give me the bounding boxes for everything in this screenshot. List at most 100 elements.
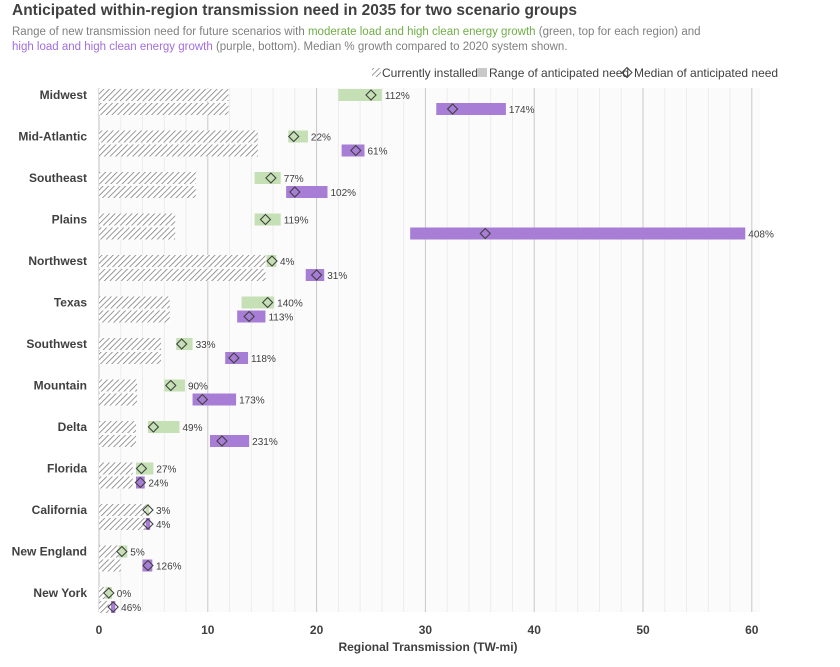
subtitle-green-phrase: moderate load and high clean energy grow… xyxy=(307,26,536,38)
purple-range-bar xyxy=(145,518,151,530)
chart-title: Anticipated within-region transmission n… xyxy=(12,2,577,19)
installed-bar xyxy=(99,130,258,143)
purple-percent-label: 31% xyxy=(327,271,347,282)
installed-bar xyxy=(99,435,136,447)
region-group: California 3% 4% xyxy=(32,503,171,531)
purple-range-bar xyxy=(305,269,325,281)
green-range-bar xyxy=(241,296,275,309)
green-median-marker xyxy=(135,462,148,475)
x-axis-title: Regional Transmission (TW-mi) xyxy=(338,640,517,654)
installed-bar xyxy=(99,462,133,475)
purple-range-bar xyxy=(110,601,116,613)
region-label: Southwest xyxy=(26,337,87,351)
purple-percent-label: 46% xyxy=(121,603,141,614)
region-label: Plains xyxy=(52,213,88,227)
installed-bar xyxy=(99,352,162,364)
purple-median-marker xyxy=(142,518,154,530)
region-group: Mountain 90% 173% xyxy=(34,379,265,407)
legend-median-label: Median of anticipated need xyxy=(634,66,778,80)
purple-percent-label: 4% xyxy=(156,520,171,531)
green-range-bar xyxy=(145,504,150,516)
plot-background xyxy=(99,88,760,612)
purple-range-bar xyxy=(135,476,145,489)
region-group: Northwest 4% 31% xyxy=(28,254,347,282)
purple-median-marker xyxy=(196,393,209,406)
purple-range-bar xyxy=(225,352,249,364)
purple-percent-label: 118% xyxy=(251,354,276,365)
legend-range-swatch xyxy=(478,68,487,77)
installed-bar xyxy=(99,310,170,323)
x-tick-label: 40 xyxy=(528,623,542,637)
green-percent-label: 22% xyxy=(311,133,331,144)
region-label: Mid-Atlantic xyxy=(18,130,87,144)
installed-bar xyxy=(99,518,146,530)
x-tick-label: 30 xyxy=(419,623,433,637)
purple-median-marker xyxy=(310,269,323,281)
legend-median-marker xyxy=(621,66,633,79)
purple-median-marker xyxy=(289,186,301,198)
purple-range-bar xyxy=(237,310,266,323)
installed-bar xyxy=(99,545,121,558)
region-label: New York xyxy=(33,586,87,600)
green-median-marker xyxy=(261,296,274,309)
region-label: Mountain xyxy=(34,379,87,393)
region-group: New England 5% 126% xyxy=(12,545,182,573)
region-label: Delta xyxy=(58,420,88,434)
grid xyxy=(98,88,760,612)
purple-median-marker xyxy=(349,144,362,157)
purple-median-marker xyxy=(228,352,240,364)
purple-percent-label: 408% xyxy=(748,230,774,241)
green-range-bar xyxy=(135,462,154,475)
purple-median-marker xyxy=(134,476,147,489)
green-percent-label: 4% xyxy=(280,257,295,268)
purple-percent-label: 174% xyxy=(509,105,535,116)
green-median-marker xyxy=(116,545,128,558)
green-percent-label: 27% xyxy=(156,465,176,476)
green-percent-label: 112% xyxy=(385,91,410,102)
region-group: Southwest 33% 118% xyxy=(26,337,276,365)
green-percent-label: 119% xyxy=(284,216,309,227)
subtitle-purple-phrase: high load and high clean energy growth xyxy=(12,41,213,53)
green-median-marker xyxy=(165,379,177,392)
purple-range-bar xyxy=(209,435,250,447)
x-tick-label: 20 xyxy=(310,623,324,637)
green-median-marker xyxy=(266,255,278,267)
green-range-bar xyxy=(105,587,113,599)
green-median-marker xyxy=(103,587,115,599)
installed-bar xyxy=(99,144,258,157)
installed-bar xyxy=(99,172,196,184)
region-label: Florida xyxy=(47,462,87,476)
green-median-marker xyxy=(175,338,188,350)
region-label: Southeast xyxy=(29,171,87,185)
green-median-marker xyxy=(365,89,377,101)
green-range-bar xyxy=(118,545,128,558)
purple-percent-label: 61% xyxy=(367,147,387,158)
region-group: Midwest 112% 174% xyxy=(40,88,535,116)
green-percent-label: 49% xyxy=(183,423,203,434)
installed-bar xyxy=(99,213,176,226)
installed-bar xyxy=(99,186,196,198)
installed-bar xyxy=(99,227,176,240)
region-label: California xyxy=(32,503,88,517)
purple-median-marker xyxy=(446,103,459,115)
installed-bar xyxy=(99,601,109,613)
x-tick-label: 0 xyxy=(96,623,103,637)
green-percent-label: 90% xyxy=(188,382,208,393)
installed-bar xyxy=(99,269,266,281)
purple-percent-label: 173% xyxy=(239,396,265,407)
purple-percent-label: 231% xyxy=(252,437,278,448)
region-label: Midwest xyxy=(40,88,87,102)
installed-bar xyxy=(99,504,146,516)
installed-bar xyxy=(99,296,170,309)
purple-percent-label: 102% xyxy=(330,188,356,199)
green-percent-label: 0% xyxy=(117,589,132,600)
x-axis: 0 10 20 30 40 50 60 xyxy=(96,623,759,637)
green-median-marker xyxy=(142,504,154,516)
green-percent-label: 3% xyxy=(156,506,171,517)
purple-percent-label: 126% xyxy=(156,562,182,573)
chart-subtitle: Range of new transmission need for futur… xyxy=(12,25,812,55)
green-range-bar xyxy=(338,89,382,101)
legend: Currently installed Range of anticipated… xyxy=(372,66,778,80)
green-range-bar xyxy=(254,213,281,226)
